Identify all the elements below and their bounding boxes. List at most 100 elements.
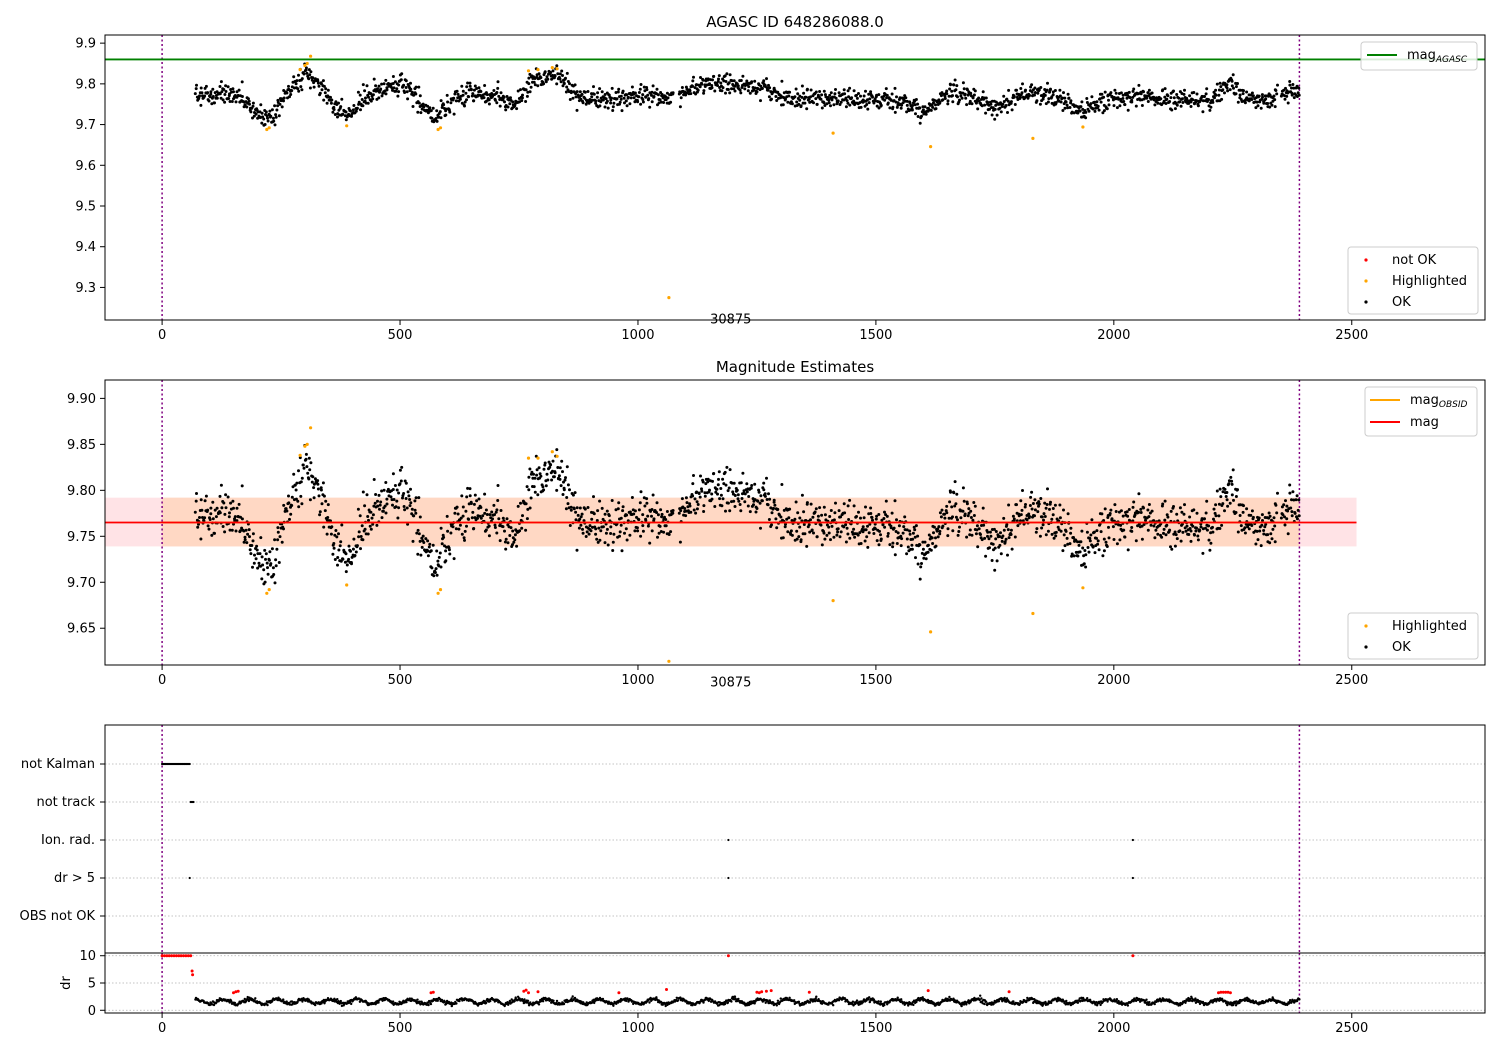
- ok-point: [948, 500, 952, 504]
- ok-point: [1156, 101, 1160, 105]
- ok-point: [930, 536, 934, 540]
- ok-point: [943, 512, 946, 516]
- ok-point: [475, 87, 479, 90]
- ok-point: [524, 528, 528, 532]
- ok-point: [470, 94, 474, 98]
- ok-point: [609, 525, 613, 529]
- highlighted-point: [267, 588, 271, 592]
- ok-point: [1045, 503, 1049, 506]
- ok-point: [446, 529, 450, 533]
- ok-point: [692, 508, 696, 512]
- ok-point: [234, 100, 238, 104]
- ok-point: [1005, 97, 1009, 101]
- ok-point: [969, 91, 973, 95]
- flag-label-not-track: not track: [36, 795, 95, 810]
- ok-point: [934, 107, 938, 111]
- ok-point: [308, 73, 312, 77]
- ok-point: [417, 496, 421, 500]
- ok-point: [1242, 504, 1245, 508]
- ok-point: [1247, 527, 1251, 531]
- ok-point: [885, 93, 889, 97]
- ok-point: [1053, 89, 1057, 92]
- ok-point: [730, 87, 733, 91]
- highlighted-point: [667, 296, 671, 300]
- ok-point: [368, 524, 372, 528]
- y-tick-label: 9.3: [75, 281, 96, 296]
- ok-point: [952, 83, 956, 87]
- ok-point: [685, 501, 689, 505]
- ok-point: [521, 514, 524, 518]
- ok-point: [934, 544, 938, 548]
- ok-point: [671, 509, 675, 512]
- ok-point: [395, 87, 399, 91]
- ok-point: [650, 529, 654, 533]
- ok-point: [963, 512, 967, 516]
- ok-point: [767, 492, 770, 496]
- ok-point: [334, 100, 338, 104]
- ok-point: [727, 81, 731, 85]
- ok-point: [1033, 91, 1037, 94]
- dr-point: [247, 999, 251, 1003]
- dr-point: [537, 1003, 541, 1006]
- ok-point: [1218, 527, 1222, 530]
- ok-point: [1203, 95, 1206, 98]
- ok-point: [1290, 86, 1293, 90]
- ok-point: [564, 476, 567, 480]
- ok-point: [741, 74, 745, 78]
- ok-point: [835, 533, 839, 537]
- ok-point: [719, 81, 723, 85]
- ok-point: [918, 106, 922, 110]
- ok-point: [468, 84, 472, 88]
- ok-point: [814, 97, 818, 101]
- ok-point: [1295, 494, 1299, 498]
- ok-point: [1270, 537, 1274, 541]
- ok-point: [659, 100, 663, 104]
- legend-not-ok-label: not OK: [1392, 253, 1437, 268]
- ok-point: [266, 572, 270, 576]
- ok-point: [1230, 84, 1234, 88]
- ok-point: [274, 113, 278, 117]
- ok-point: [973, 504, 977, 508]
- ok-point: [1270, 103, 1274, 107]
- ok-point: [376, 499, 379, 503]
- ok-point: [1061, 549, 1065, 553]
- ok-point: [581, 531, 585, 535]
- ok-point: [307, 477, 311, 481]
- ok-point: [1066, 106, 1070, 110]
- ok-point: [904, 96, 908, 100]
- ok-point: [837, 509, 841, 513]
- ok-point: [397, 491, 401, 495]
- ok-point: [739, 91, 743, 95]
- ok-point: [1242, 89, 1245, 93]
- ok-point: [1153, 536, 1157, 540]
- ok-point: [913, 528, 917, 532]
- ok-point: [827, 101, 831, 105]
- ok-point: [1001, 534, 1005, 538]
- dr-point: [340, 1004, 344, 1008]
- ok-point: [1211, 100, 1215, 104]
- ok-point: [902, 525, 906, 529]
- ok-point: [1079, 540, 1083, 544]
- ok-point: [322, 525, 326, 529]
- dr-point: [702, 1001, 705, 1004]
- ok-point: [1250, 524, 1254, 527]
- ok-point: [1130, 526, 1134, 529]
- ok-point: [839, 515, 843, 519]
- ok-point: [1297, 93, 1301, 97]
- ok-point: [422, 105, 426, 109]
- ok-point: [809, 95, 812, 99]
- ok-point: [875, 104, 879, 108]
- ok-point: [588, 524, 592, 528]
- ok-point: [655, 501, 659, 505]
- ok-point: [595, 95, 599, 99]
- ok-point: [213, 508, 217, 512]
- ok-point: [1118, 538, 1122, 542]
- ok-point: [472, 88, 476, 92]
- ok-point: [235, 90, 239, 94]
- ok-point: [378, 503, 382, 507]
- ok-point: [619, 94, 623, 98]
- ok-point: [267, 558, 271, 562]
- ok-point: [1208, 108, 1212, 112]
- dr-point: [508, 999, 512, 1003]
- ok-point: [224, 84, 228, 88]
